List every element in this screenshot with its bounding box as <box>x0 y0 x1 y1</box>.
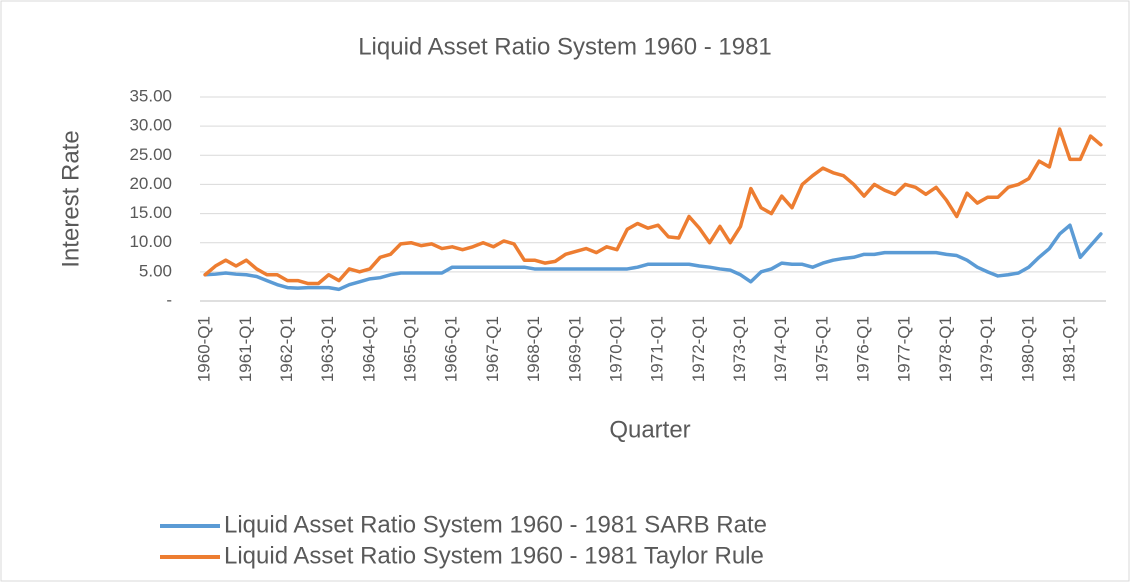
x-tick-label: 1965-Q1 <box>401 316 420 382</box>
y-tick-label: 20.00 <box>129 174 172 193</box>
series-line <box>203 223 1103 292</box>
x-tick-label: 1976-Q1 <box>854 316 873 382</box>
x-tick-label: 1961-Q1 <box>236 316 255 382</box>
y-axis-title: Interest Rate <box>57 130 84 267</box>
x-axis-title: Quarter <box>609 416 690 443</box>
legend-label: Liquid Asset Ratio System 1960 - 1981 Ta… <box>224 542 764 569</box>
y-tick-label: 10.00 <box>129 232 172 251</box>
y-tick-label: 15.00 <box>129 203 172 222</box>
x-tick-label: 1979-Q1 <box>977 316 996 382</box>
x-tick-label: 1962-Q1 <box>277 316 296 382</box>
x-tick-label: 1964-Q1 <box>359 316 378 382</box>
x-tick-label: 1960-Q1 <box>195 316 214 382</box>
legend-label: Liquid Asset Ratio System 1960 - 1981 SA… <box>224 511 767 538</box>
y-tick-label: 25.00 <box>129 145 172 164</box>
x-tick-label: 1978-Q1 <box>936 316 955 382</box>
y-tick-label: 35.00 <box>129 86 172 105</box>
x-tick-label: 1975-Q1 <box>812 316 831 382</box>
y-tick-label: - <box>166 290 172 309</box>
chart-title: Liquid Asset Ratio System 1960 - 1981 <box>358 33 772 60</box>
x-tick-label: 1973-Q1 <box>730 316 749 382</box>
x-tick-label: 1967-Q1 <box>483 316 502 382</box>
x-tick-label: 1969-Q1 <box>565 316 584 382</box>
x-tick-label: 1963-Q1 <box>318 316 337 382</box>
x-tick-label: 1977-Q1 <box>895 316 914 382</box>
y-tick-label: 5.00 <box>139 261 172 280</box>
series-line <box>203 127 1103 286</box>
x-tick-label: 1971-Q1 <box>648 316 667 382</box>
x-tick-label: 1968-Q1 <box>524 316 543 382</box>
x-tick-label: 1972-Q1 <box>689 316 708 382</box>
y-tick-label: 30.00 <box>129 116 172 135</box>
x-tick-label: 1974-Q1 <box>771 316 790 382</box>
x-tick-label: 1980-Q1 <box>1018 316 1037 382</box>
x-tick-label: 1970-Q1 <box>606 316 625 382</box>
x-tick-label: 1981-Q1 <box>1059 316 1078 382</box>
x-tick-label: 1966-Q1 <box>442 316 461 382</box>
